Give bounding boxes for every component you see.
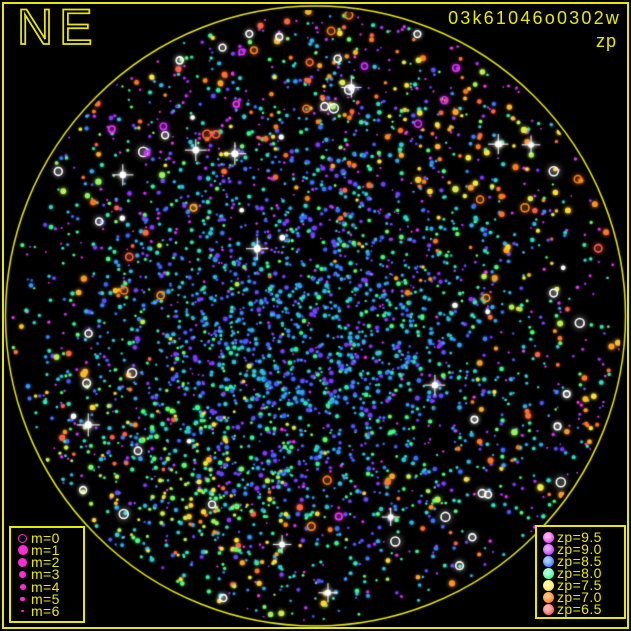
- magnitude-legend-label: m=0: [31, 530, 60, 546]
- zeropoint-legend-label: zp=8.5: [557, 553, 602, 569]
- zeropoint-swatch-icon: [543, 567, 554, 579]
- zeropoint-legend-label: zp=6.5: [557, 601, 602, 617]
- legend-row: zp=7.0: [540, 589, 621, 605]
- zeropoint-legend-label: zp=9.5: [557, 529, 602, 545]
- legend-row: m=3: [14, 566, 80, 583]
- zeropoint-swatch-icon: [543, 591, 554, 603]
- zeropoint-swatch-icon: [543, 555, 554, 567]
- plot-title: 03k61046o0302w: [448, 8, 621, 28]
- magnitude-legend-label: m=5: [31, 590, 60, 607]
- zeropoint-swatch-icon: [543, 579, 554, 591]
- magnitude-marker-icon: [18, 570, 27, 579]
- legend-row: zp=8.5: [540, 553, 621, 569]
- magnitude-legend-label: m=4: [31, 578, 60, 595]
- magnitude-marker-icon: [19, 583, 26, 590]
- quadrant-label: NE: [16, 0, 99, 55]
- legend-row: m=1: [14, 542, 80, 559]
- magnitude-legend-label: m=6: [31, 602, 60, 619]
- legend-row: m=6: [14, 602, 80, 619]
- zeropoint-legend-label: zp=9.0: [557, 541, 602, 557]
- magnitude-legend: m=0 m=1 m=2 m=3 m=4 m=5 m=6: [9, 526, 85, 623]
- legend-row: m=4: [14, 578, 80, 595]
- zeropoint-legend-label: zp=7.0: [557, 589, 602, 605]
- magnitude-marker-icon: [17, 545, 28, 556]
- magnitude-marker-icon: [18, 557, 27, 567]
- legend-row: zp=9.5: [540, 529, 621, 545]
- legend-row: m=2: [14, 554, 80, 571]
- zeropoint-legend-label: zp=7.5: [557, 577, 602, 593]
- magnitude-legend-label: m=2: [31, 554, 60, 571]
- legend-row: zp=8.0: [540, 565, 621, 581]
- zeropoint-swatch-icon: [543, 531, 554, 543]
- zeropoint-legend-label: zp=8.0: [557, 565, 602, 581]
- legend-row: m=0: [14, 530, 80, 546]
- magnitude-legend-label: m=1: [31, 542, 60, 559]
- legend-row: zp=7.5: [540, 577, 621, 593]
- zeropoint-swatch-icon: [543, 543, 554, 555]
- magnitude-marker-icon: [21, 609, 24, 613]
- zeropoint-swatch-icon: [543, 603, 554, 615]
- magnitude-legend-label: m=3: [31, 566, 60, 583]
- zeropoint-legend: zp=9.5 zp=9.0 zp=8.5 zp=8.0 zp=7.5 zp=7.…: [535, 525, 626, 619]
- magnitude-marker-icon: [18, 533, 27, 543]
- legend-row: zp=9.0: [540, 541, 621, 557]
- legend-row: m=5: [14, 590, 80, 607]
- colorbar-label: zp: [595, 31, 617, 51]
- legend-row: zp=6.5: [540, 601, 621, 617]
- magnitude-marker-icon: [20, 596, 25, 602]
